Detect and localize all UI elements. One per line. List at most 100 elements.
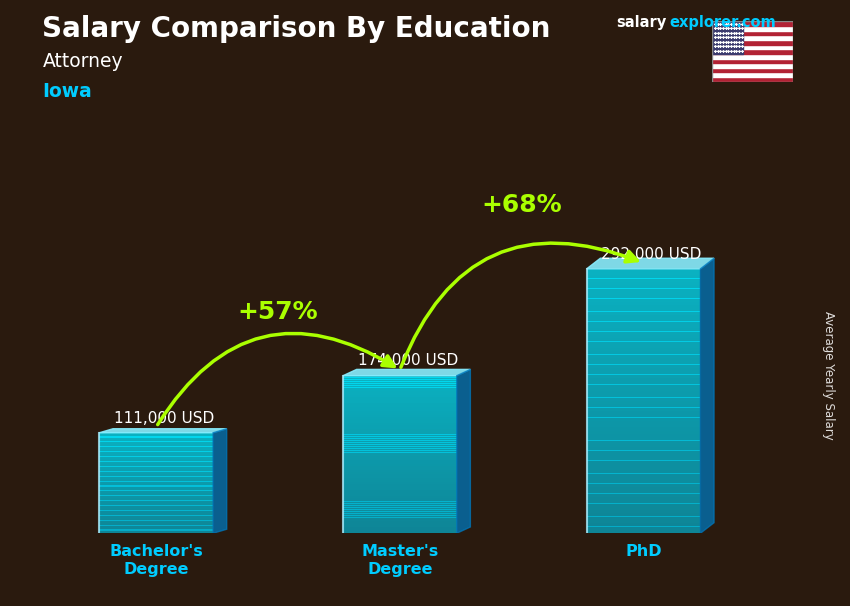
Bar (343, 476, 456, 478)
Bar (343, 444, 456, 447)
Bar (99, 519, 213, 521)
Bar (343, 395, 456, 398)
Bar (586, 461, 700, 464)
Bar (343, 448, 456, 450)
Text: salary: salary (616, 15, 666, 30)
Bar (586, 497, 700, 500)
Bar (99, 485, 213, 487)
Bar (99, 524, 213, 526)
Bar (586, 298, 700, 302)
Bar (99, 454, 213, 455)
Bar (586, 394, 700, 398)
Bar (343, 403, 456, 405)
Bar (343, 411, 456, 413)
Bar (99, 461, 213, 463)
Bar (712, 59, 793, 63)
Text: +68%: +68% (481, 193, 562, 217)
Bar (343, 510, 456, 511)
Bar (586, 503, 700, 507)
Bar (99, 494, 213, 496)
Bar (99, 475, 213, 477)
Bar (99, 501, 213, 502)
Bar (586, 414, 700, 418)
Bar (99, 498, 213, 499)
Bar (343, 513, 456, 516)
Bar (99, 509, 213, 511)
Bar (343, 490, 456, 492)
Bar (99, 525, 213, 527)
Bar (343, 435, 456, 437)
Bar (586, 493, 700, 497)
Bar (343, 442, 456, 445)
Bar (343, 529, 456, 531)
Bar (99, 522, 213, 523)
Bar (99, 493, 213, 494)
Bar (343, 521, 456, 524)
Bar (343, 413, 456, 415)
Bar (586, 500, 700, 504)
Bar (586, 430, 700, 434)
Bar (99, 446, 213, 448)
Bar (343, 470, 456, 472)
Bar (586, 424, 700, 427)
Bar (99, 508, 213, 510)
Bar (99, 499, 213, 501)
Bar (99, 465, 213, 467)
Bar (586, 282, 700, 285)
Polygon shape (586, 258, 714, 269)
Bar (712, 40, 793, 44)
Bar (99, 473, 213, 474)
Bar (586, 318, 700, 322)
Bar (586, 305, 700, 308)
Bar (99, 476, 213, 478)
Text: Average Yearly Salary: Average Yearly Salary (822, 311, 836, 440)
Bar (586, 404, 700, 408)
Polygon shape (343, 370, 470, 376)
Bar (343, 527, 456, 529)
Bar (99, 490, 213, 492)
Bar (586, 473, 700, 477)
Bar (586, 444, 700, 447)
Bar (99, 495, 213, 497)
Bar (586, 278, 700, 282)
Bar (343, 472, 456, 474)
Bar (99, 484, 213, 485)
Bar (343, 450, 456, 453)
Bar (712, 54, 793, 59)
Bar (343, 507, 456, 510)
Bar (712, 73, 793, 77)
Bar (586, 457, 700, 461)
Text: Salary Comparison By Education: Salary Comparison By Education (42, 15, 551, 43)
Bar (99, 459, 213, 461)
Bar (343, 387, 456, 390)
Polygon shape (700, 258, 714, 533)
Bar (343, 511, 456, 513)
Bar (343, 482, 456, 484)
Text: Attorney: Attorney (42, 52, 123, 70)
Bar (99, 455, 213, 457)
Bar (343, 375, 456, 378)
Bar (99, 480, 213, 482)
Bar (586, 421, 700, 424)
Bar (586, 338, 700, 342)
Bar (586, 527, 700, 530)
Bar (586, 507, 700, 510)
Bar (99, 439, 213, 441)
Bar (343, 496, 456, 498)
Bar (99, 504, 213, 505)
Bar (99, 470, 213, 471)
Bar (586, 335, 700, 338)
Bar (343, 441, 456, 442)
Bar (586, 285, 700, 288)
Bar (343, 405, 456, 407)
Bar (586, 331, 700, 335)
Bar (586, 490, 700, 494)
Bar (343, 519, 456, 521)
Bar (99, 510, 213, 512)
Bar (586, 302, 700, 305)
Bar (586, 321, 700, 325)
Text: 292,000 USD: 292,000 USD (602, 247, 702, 262)
Bar (99, 487, 213, 488)
Bar (343, 383, 456, 385)
Bar (343, 436, 456, 439)
